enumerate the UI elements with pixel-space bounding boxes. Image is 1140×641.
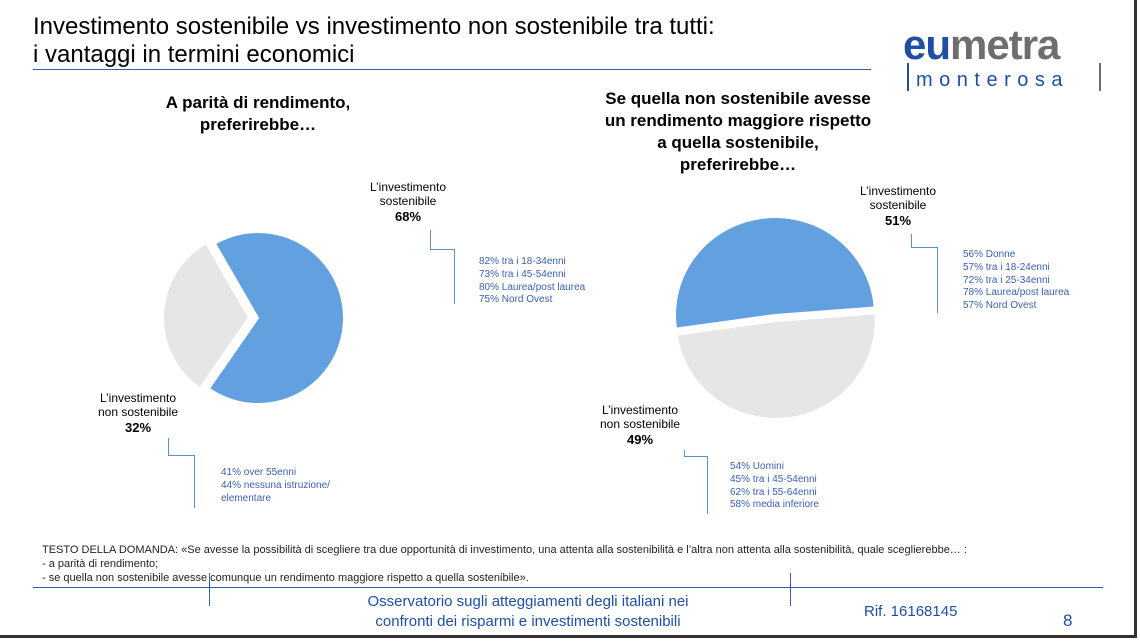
chart1-slice2-note: 41% over 55enni (221, 467, 297, 478)
question-line2: - a parità di rendimento; (42, 558, 159, 570)
chart2-slice1-value: 51% (884, 213, 912, 228)
question-line3: - se quella non sostenibile avesse comun… (42, 572, 529, 584)
chart1-leader2c (194, 455, 195, 508)
chart2-pie-slice-2 (675, 312, 877, 420)
chart2-slice2-label-line2: non sostenibile (599, 417, 681, 431)
chart1-slice1-label: L’investimento sostenibile 68% (348, 180, 468, 225)
slide-title-line1: Investimento sostenibile vs investimento… (33, 13, 715, 40)
chart1-leader1a (430, 230, 431, 250)
chart2-slice1-label-line2: sostenibile (869, 198, 927, 212)
chart2-slice1-note: 56% Donne (963, 249, 1016, 260)
chart2-slice2-label-line1: L’investimento (601, 403, 679, 417)
chart2-pie-slice-1 (674, 216, 876, 330)
chart1-leader2a (168, 438, 169, 456)
footer-observatory: Osservatorio sugli atteggiamenti degli i… (318, 592, 738, 632)
chart1-title: A parità di rendimento, preferirebbe… (123, 92, 393, 136)
chart2-slice2-note: 58% media inferiore (730, 499, 819, 511)
logo-subtitle: monterosa (916, 69, 1069, 91)
footer-line2: confronti dei risparmi e investimenti so… (375, 613, 681, 630)
chart1-slice1-note: 80% Laurea/post laurea (479, 281, 586, 293)
chart1-title-line2: preferirebbe… (199, 115, 317, 134)
chart1-slice2-note: elementare (221, 492, 272, 504)
chart2-title-line4: preferirebbe… (679, 155, 797, 174)
chart1-slice1-note: 73% tra i 45-54enni (479, 268, 566, 280)
chart1-slice1-note: 82% tra i 18-34enni (479, 256, 566, 267)
chart2-slice2-note: 45% tra i 45-54enni (730, 473, 817, 485)
page-number: 8 (1063, 611, 1073, 630)
chart2-slice2-value: 49% (626, 432, 654, 447)
eumetra-logo: eumetra monterosa (903, 23, 1113, 93)
pie-charts (162, 216, 877, 420)
chart1-pie-slice-1 (207, 231, 345, 405)
slide-title: Investimento sostenibile vs investimento… (33, 13, 715, 69)
slide-title-line2: i vantaggi in termini economici (33, 41, 355, 68)
chart1-leader2b (168, 455, 194, 456)
chart1-title-line1: A parità di rendimento, (165, 93, 351, 112)
chart2-title-line3: a quella sostenibile, (657, 133, 819, 152)
chart1-slice2-note: 44% nessuna istruzione/ (221, 479, 330, 491)
chart2-slice1-label-line1: L’investimento (859, 184, 937, 198)
chart2-leader1c (937, 247, 938, 313)
chart2-slice1-notes: 56% Donne 57% tra i 18-24enni 72% tra i … (963, 249, 1069, 313)
chart1-slice2-label-line1: L’investimento (99, 391, 177, 405)
chart2-slice2-note: 62% tra i 55-64enni (730, 486, 817, 498)
footer-ref: Rif. 16168145 (864, 603, 958, 620)
logo-eu: eu (903, 21, 951, 68)
footer-line1: Osservatorio sugli atteggiamenti degli i… (367, 593, 689, 610)
logo-metra: metra (950, 21, 1060, 68)
chart2-slice1-note: 72% tra i 25-34enni (963, 274, 1050, 286)
chart2-slice1-note: 57% Nord Ovest (963, 300, 1037, 312)
chart1-slice2-label-line2: non sostenibile (97, 405, 179, 419)
footer-divider-left (209, 573, 210, 606)
title-divider (33, 69, 871, 70)
chart1-slice1-note: 75% Nord Ovest (479, 294, 553, 306)
chart2-slice2-label: L’investimento non sostenibile 49% (580, 403, 700, 448)
chart2-title: Se quella non sostenibile avesse un rend… (575, 88, 901, 176)
chart2-title-line1: Se quella non sostenibile avesse (605, 89, 871, 108)
footer-divider-right (790, 573, 791, 606)
chart2-leader1b (911, 247, 937, 248)
chart2-slice1-note: 57% tra i 18-24enni (963, 261, 1050, 273)
chart1-slice2-notes: 41% over 55enni 44% nessuna istruzione/ … (221, 467, 330, 505)
chart1-slice1-label-line1: L’investimento (369, 180, 447, 194)
chart2-slice2-notes: 54% Uomini 45% tra i 45-54enni 62% tra i… (730, 461, 819, 512)
footer-divider (33, 587, 1103, 588)
chart1-leader1c (454, 249, 455, 304)
chart2-leader2b (684, 456, 707, 457)
chart1-slice2-value: 32% (124, 420, 152, 435)
chart1-pie-slice-2 (162, 241, 251, 390)
chart1-slice2-label: L’investimento non sostenibile 32% (78, 391, 198, 436)
chart1-slice1-notes: 82% tra i 18-34enni 73% tra i 45-54enni … (479, 256, 585, 307)
question-text: TESTO DELLA DOMANDA: «Se avesse la possi… (42, 543, 1122, 585)
chart2-slice2-note: 54% Uomini (730, 461, 784, 472)
chart2-slice1-label: L’investimento sostenibile 51% (838, 184, 958, 229)
chart1-slice1-label-line2: sostenibile (379, 194, 437, 208)
chart2-leader1a (911, 234, 912, 248)
question-line1: TESTO DELLA DOMANDA: «Se avesse la possi… (42, 544, 967, 556)
logo-bar-right (1099, 63, 1101, 91)
chart2-title-line2: un rendimento maggiore rispetto (604, 111, 872, 130)
chart2-slice1-note: 78% Laurea/post laurea (963, 287, 1070, 299)
chart2-leader2a (684, 450, 685, 457)
chart1-leader1b (430, 249, 454, 250)
chart1-slice1-value: 68% (394, 209, 422, 224)
logo-bar-left (907, 63, 909, 91)
chart2-leader2c (707, 456, 708, 514)
